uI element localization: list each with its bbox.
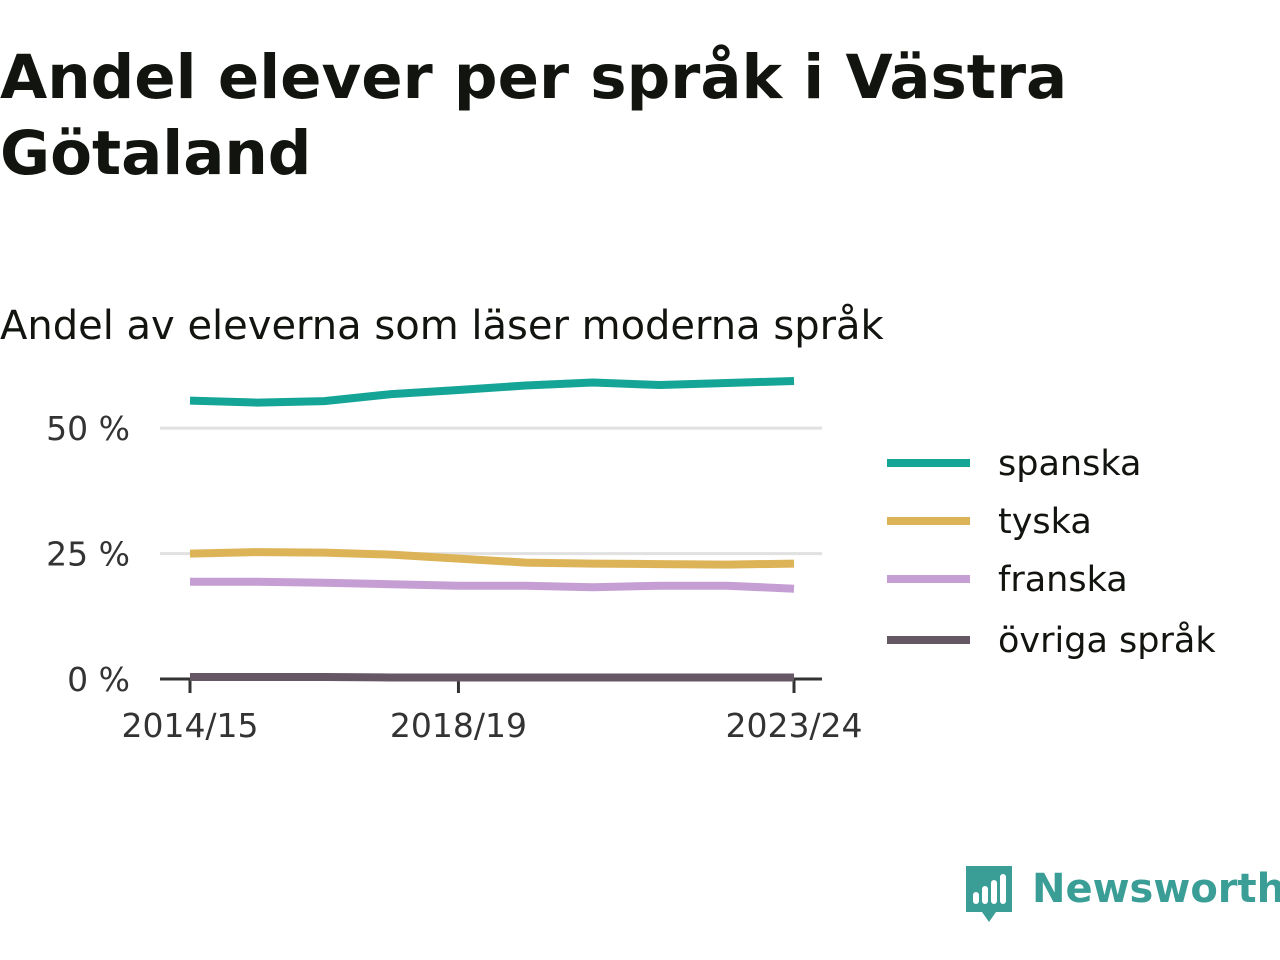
series-line-spanska — [189, 377, 795, 407]
x-axis: 2014/15 2018/19 2023/24 — [121, 677, 863, 745]
legend-label: övriga språk — [998, 620, 1216, 661]
y-tick-label: 0 % — [67, 660, 130, 699]
chart-title: Andel elever per språk i Västra Götaland — [0, 42, 1068, 189]
legend-label: spanska — [998, 444, 1141, 484]
gridlines — [160, 426, 822, 556]
legend-item: övriga språk — [887, 620, 1216, 661]
brand-name: Newsworthy — [1032, 866, 1280, 912]
y-tick-label: 50 % — [46, 409, 130, 448]
legend-item: tyska — [887, 502, 1092, 542]
legend: spanska tyska franska övriga språk — [887, 444, 1216, 661]
legend-label: tyska — [998, 502, 1092, 542]
y-axis-labels: 0 % 25 % 50 % — [46, 409, 130, 699]
x-tick-label: 2023/24 — [725, 706, 862, 745]
chart-subtitle: Andel av eleverna som läser moderna språ… — [0, 303, 884, 349]
series-lines — [189, 377, 795, 682]
legend-item: franska — [887, 560, 1128, 600]
series-line-franska — [190, 577, 795, 593]
legend-item: spanska — [887, 444, 1141, 484]
legend-label: franska — [998, 560, 1128, 600]
series-line-övriga-språk — [190, 673, 794, 682]
x-tick-label: 2018/19 — [390, 706, 527, 745]
series-line-tyska — [189, 548, 795, 569]
brand-block[interactable]: Newsworthy — [962, 862, 1280, 926]
x-tick-label: 2014/15 — [121, 706, 258, 745]
newsworthy-logo-icon — [966, 866, 1012, 922]
y-tick-label: 25 % — [46, 535, 130, 574]
